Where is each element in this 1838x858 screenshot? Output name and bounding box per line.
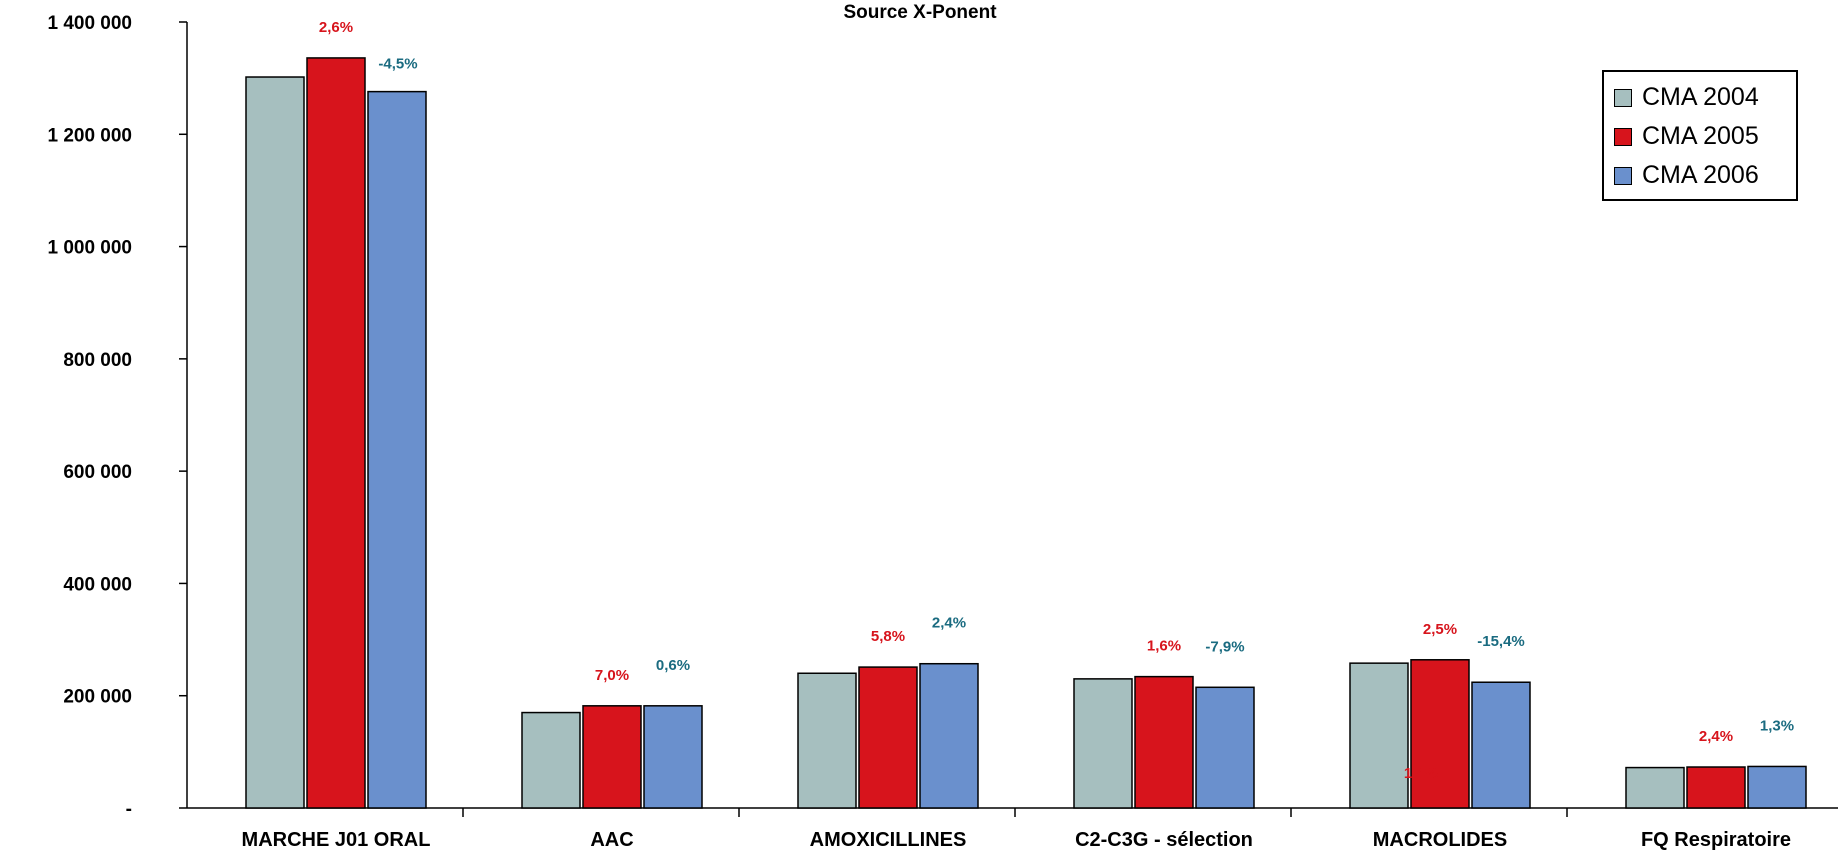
bar — [1134, 675, 1194, 809]
legend-item: CMA 2006 — [1614, 156, 1788, 195]
bar — [858, 666, 918, 809]
data-label: 2,4% — [932, 615, 966, 632]
legend-item: CMA 2005 — [1614, 117, 1788, 156]
bar — [1471, 681, 1531, 809]
bar — [1073, 678, 1133, 809]
y-tick-label: - — [126, 799, 132, 820]
data-label: 0,6% — [656, 657, 690, 674]
data-label: 1,4% — [1404, 765, 1438, 782]
legend-label: CMA 2005 — [1642, 122, 1759, 150]
bar — [521, 711, 581, 809]
legend-swatch — [1614, 127, 1632, 146]
data-label: -7,9% — [1205, 638, 1244, 655]
bar — [1349, 662, 1409, 809]
bar — [1686, 766, 1746, 809]
x-tick-label: FQ Respiratoire — [1641, 829, 1791, 851]
y-tick-label: 400 000 — [63, 574, 132, 595]
legend-label: CMA 2004 — [1642, 83, 1759, 111]
bar — [1747, 765, 1807, 809]
chart-legend: CMA 2004 CMA 2005 CMA 2006 — [1602, 70, 1798, 201]
legend-label: CMA 2006 — [1642, 161, 1759, 189]
bar — [643, 705, 703, 809]
data-label: -4,5% — [378, 56, 417, 73]
y-tick-label: 1 400 000 — [47, 13, 132, 34]
data-label: 7,0% — [595, 667, 629, 684]
y-tick-label: 1 000 000 — [47, 238, 132, 259]
bar — [797, 672, 857, 809]
bar — [367, 90, 427, 809]
data-label: 2,5% — [1423, 621, 1457, 638]
bar — [245, 76, 305, 809]
data-label: 1,3% — [1760, 717, 1794, 734]
bar — [1625, 766, 1685, 809]
legend-item: CMA 2004 — [1614, 78, 1788, 117]
x-tick-label: MACROLIDES — [1373, 829, 1507, 851]
x-tick-label: AAC — [590, 829, 633, 851]
data-label: 2,4% — [1699, 728, 1733, 745]
data-label: 2,6% — [319, 19, 353, 36]
bar — [1410, 659, 1470, 809]
bar — [1195, 686, 1255, 809]
y-tick-label: 800 000 — [63, 350, 132, 371]
data-label: -15,4% — [1477, 633, 1525, 650]
legend-swatch — [1614, 88, 1632, 107]
data-label: 1,6% — [1147, 638, 1181, 655]
bar — [306, 57, 366, 809]
x-tick-label: C2-C3G - sélection — [1075, 829, 1253, 851]
x-tick-label: AMOXICILLINES — [810, 829, 967, 851]
legend-swatch — [1614, 166, 1632, 185]
bar — [919, 662, 979, 809]
y-tick-label: 600 000 — [63, 462, 132, 483]
x-tick-label: MARCHE J01 ORAL — [242, 829, 431, 851]
y-tick-label: 200 000 — [63, 687, 132, 708]
chart-subtitle: Source X-Ponent — [843, 2, 997, 23]
bar — [582, 705, 642, 809]
data-label: 5,8% — [871, 628, 905, 645]
y-tick-label: 1 200 000 — [47, 125, 132, 146]
